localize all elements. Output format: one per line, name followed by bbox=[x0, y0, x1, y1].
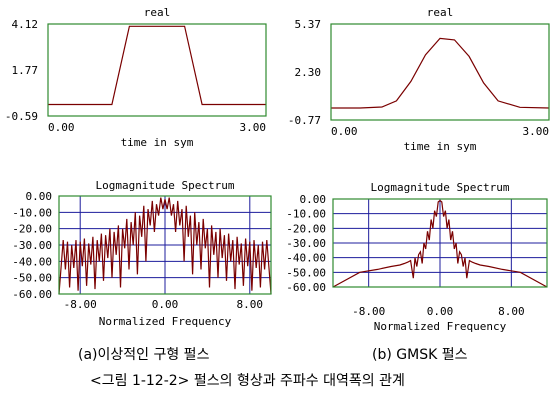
series-line bbox=[332, 199, 548, 288]
x-axis-label: time in sym bbox=[121, 136, 194, 149]
y-tick-label: -20.00 bbox=[286, 222, 326, 235]
series-line bbox=[58, 197, 272, 295]
y-tick-label: -50.00 bbox=[286, 266, 326, 279]
y-tick-label: -0.77 bbox=[288, 114, 321, 127]
x-axis-label: time in sym bbox=[404, 140, 477, 153]
x-tick-label: 8.00 bbox=[237, 298, 264, 311]
x-tick-label: 0.00 bbox=[152, 298, 179, 311]
x-tick-label: 8.00 bbox=[498, 305, 525, 318]
series-line bbox=[331, 37, 550, 109]
y-tick-label: -0.59 bbox=[5, 110, 38, 123]
y-tick-label: 4.12 bbox=[12, 18, 39, 31]
y-tick-label: -40.00 bbox=[12, 255, 52, 268]
y-tick-label: -30.00 bbox=[12, 239, 52, 252]
y-tick-label: -50.00 bbox=[12, 272, 52, 285]
y-tick-label: -20.00 bbox=[12, 223, 52, 236]
figure-caption: <그림 1-12-2> 펄스의 형상과 주파수 대역폭의 관계 bbox=[90, 373, 405, 389]
x-axis-label: Normalized Frequency bbox=[99, 315, 232, 328]
plot-frame bbox=[58, 195, 272, 295]
plot-frame bbox=[330, 23, 550, 121]
y-tick-label: -40.00 bbox=[286, 252, 326, 265]
y-tick-label: -60.00 bbox=[286, 281, 326, 294]
x-tick-label: 0.00 bbox=[48, 121, 75, 134]
x-tick-label: 0.00 bbox=[427, 305, 454, 318]
y-tick-label: -30.00 bbox=[286, 237, 326, 250]
chart-gmsk-pulse: real 5.37 2.30 -0.77 0.00 3.00 time in sym bbox=[288, 6, 550, 153]
plot-frame bbox=[332, 198, 548, 288]
y-tick-label: 2.30 bbox=[295, 66, 322, 79]
chart-area: real 4.12 1.77 -0.59 0.00 3.00 time in sym rea… bbox=[5, 6, 550, 333]
y-tick-label: -10.00 bbox=[12, 206, 52, 219]
x-tick-label: -8.00 bbox=[64, 298, 97, 311]
chart-title: Logmagnitude Spectrum bbox=[370, 181, 509, 194]
x-tick-label: 0.00 bbox=[331, 125, 358, 138]
chart-gmsk-spectrum: Logmagnitude Spectrum 0.00 -10.00-20.00 -30… bbox=[286, 181, 548, 333]
plot-frame bbox=[47, 23, 267, 117]
y-tick-label: 0.00 bbox=[300, 193, 327, 206]
x-axis-label: Normalized Frequency bbox=[374, 320, 507, 333]
chart-rect-pulse: real 4.12 1.77 -0.59 0.00 3.00 time in sym bbox=[5, 6, 267, 149]
y-tick-label: -10.00 bbox=[286, 208, 326, 221]
chart-title: real bbox=[427, 6, 454, 19]
series-line bbox=[48, 25, 266, 106]
y-tick-label: 0.00 bbox=[26, 190, 53, 203]
x-tick-label: 3.00 bbox=[523, 125, 550, 138]
chart-title: real bbox=[144, 6, 171, 19]
y-tick-label: 1.77 bbox=[12, 64, 39, 77]
chart-title: Logmagnitude Spectrum bbox=[95, 179, 234, 192]
chart-rect-spectrum: Logmagnitude Spectrum 0.00 -10.00 -20.00 -30… bbox=[12, 179, 272, 328]
caption-a: (a)이상적인 구형 펄스 bbox=[78, 347, 210, 363]
caption-b: (b) GMSK 펄스 bbox=[372, 347, 468, 363]
x-tick-label: -8.00 bbox=[352, 305, 385, 318]
y-tick-label: 5.37 bbox=[295, 18, 322, 31]
x-tick-label: 3.00 bbox=[240, 121, 267, 134]
y-tick-label: -60.00 bbox=[12, 288, 52, 301]
